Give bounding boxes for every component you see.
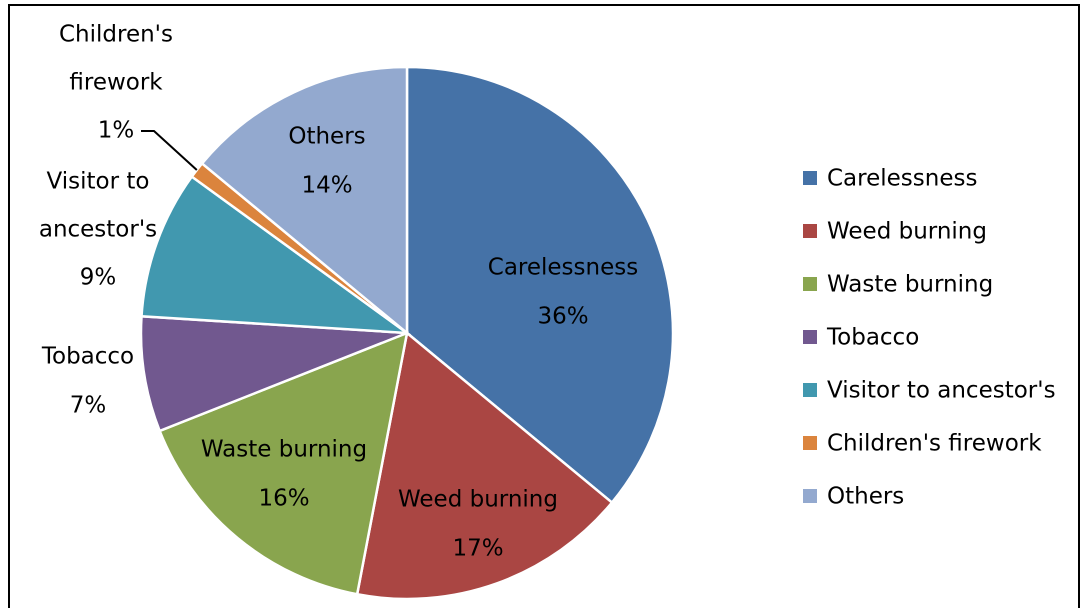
pie-label-children-s-firework: firework	[69, 70, 163, 96]
legend-swatch-weed-burning	[803, 224, 817, 238]
pie-label-waste-burning: Waste burning	[201, 437, 367, 463]
legend-swatch-visitor-to-ancestor-s	[803, 383, 817, 397]
leader-line-children-s-firework	[141, 130, 198, 171]
pie-slices	[139, 65, 675, 601]
legend-swatch-carelessness	[803, 171, 817, 185]
chart-frame	[8, 4, 1080, 608]
legend-swatch-others	[803, 489, 817, 503]
pie-label-pct-weed-burning: 17%	[452, 536, 503, 562]
legend-label-children-s-firework: Children's firework	[827, 431, 1042, 457]
pie-slice-waste-burning	[158, 331, 409, 596]
legend-swatch-tobacco	[803, 330, 817, 344]
pie-label-weed-burning: Weed burning	[398, 487, 558, 513]
pie-slice-weed-burning	[355, 330, 614, 601]
legend-label-visitor-to-ancestor-s: Visitor to ancestor's	[827, 378, 1056, 404]
legend: Carelessness Weed burning Waste burning Tob…	[803, 166, 1056, 510]
pie-labels: Carelessness 36% Weed burning 17% Waste burn…	[39, 22, 638, 562]
pie-label-carelessness: Carelessness	[488, 255, 638, 281]
legend-swatch-children-s-firework	[803, 436, 817, 450]
pie-label-pct-visitor-to-ancestor-s: 9%	[80, 265, 117, 291]
pie-label-pct-tobacco: 7%	[70, 393, 107, 419]
legend-label-tobacco: Tobacco	[826, 325, 919, 351]
pie-label-tobacco: Tobacco	[41, 344, 134, 370]
legend-label-waste-burning: Waste burning	[827, 272, 993, 298]
legend-label-weed-burning: Weed burning	[827, 219, 987, 245]
pie-label-children-s-firework: Children's	[59, 22, 173, 48]
pie-slice-tobacco	[139, 314, 408, 433]
pie-label-visitor-to-ancestor-s: ancestor's	[39, 217, 157, 243]
pie-slice-others	[200, 65, 409, 336]
pie-label-pct-others: 14%	[301, 173, 352, 199]
pie-label-visitor-to-ancestor-s: Visitor to	[47, 169, 150, 195]
pie-slice-carelessness	[405, 65, 675, 505]
pie-slice-visitor-to-ancestor-s	[140, 174, 412, 335]
pie-label-pct-children-s-firework: 1%	[98, 118, 135, 144]
pie-label-others: Others	[288, 124, 365, 150]
pie-label-pct-carelessness: 36%	[537, 304, 588, 330]
legend-swatch-waste-burning	[803, 277, 817, 291]
legend-label-carelessness: Carelessness	[827, 166, 977, 192]
legend-label-others: Others	[827, 484, 904, 510]
pie-label-pct-waste-burning: 16%	[258, 486, 309, 512]
